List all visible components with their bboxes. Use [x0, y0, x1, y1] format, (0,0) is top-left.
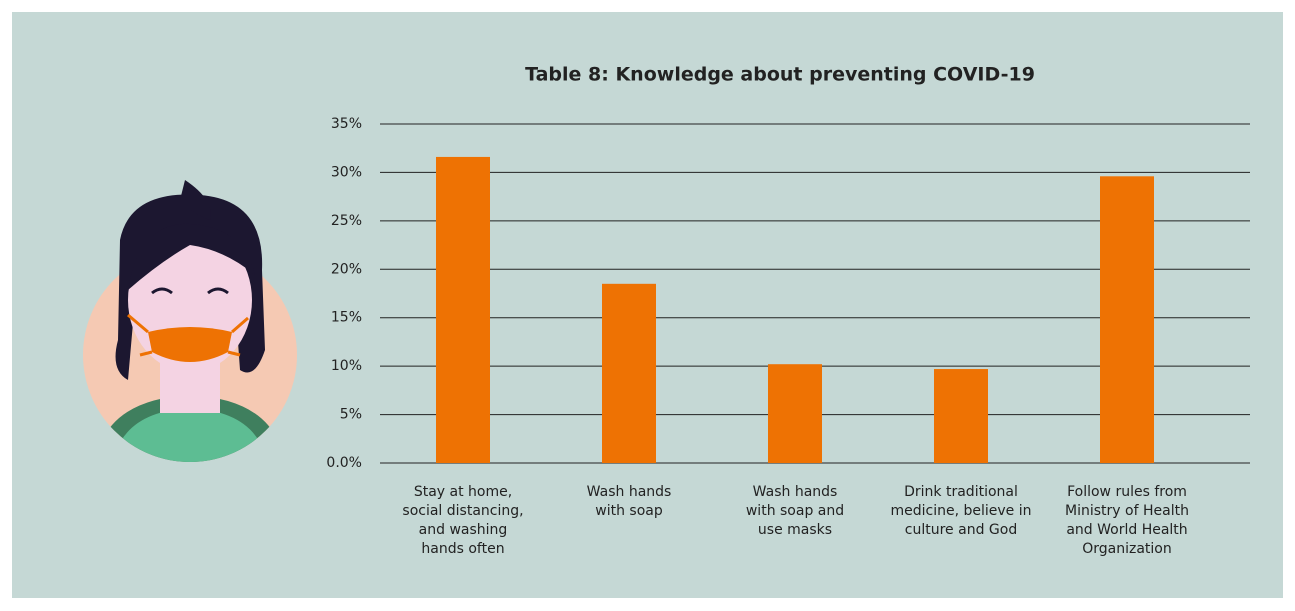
bar — [934, 369, 988, 463]
illustration — [83, 180, 297, 462]
y-tick-label: 15% — [331, 310, 362, 326]
y-tick-label: 5% — [340, 407, 362, 423]
y-tick-label: 0.0% — [326, 455, 362, 471]
x-tick-label: Stay at home, social distancing, and was… — [402, 484, 524, 557]
y-tick-label: 10% — [331, 358, 362, 374]
bar — [1100, 176, 1154, 463]
y-tick-label: 35% — [331, 116, 362, 132]
bar — [602, 283, 656, 463]
bar — [436, 156, 490, 463]
x-tick-label: Drink traditional medicine, believe in c… — [890, 484, 1032, 538]
chart-title: Table 8: Knowledge about preventing COVI… — [525, 64, 1035, 86]
y-tick-label: 30% — [331, 164, 362, 180]
x-tick-label: Follow rules from Ministry of Health and… — [1065, 484, 1189, 557]
x-tick-label: Wash hands with soap — [586, 484, 672, 519]
y-tick-label: 25% — [331, 213, 362, 229]
y-tick-label: 20% — [331, 261, 362, 277]
bar — [768, 364, 822, 463]
x-tick-label: Wash hands with soap and use masks — [745, 484, 845, 538]
